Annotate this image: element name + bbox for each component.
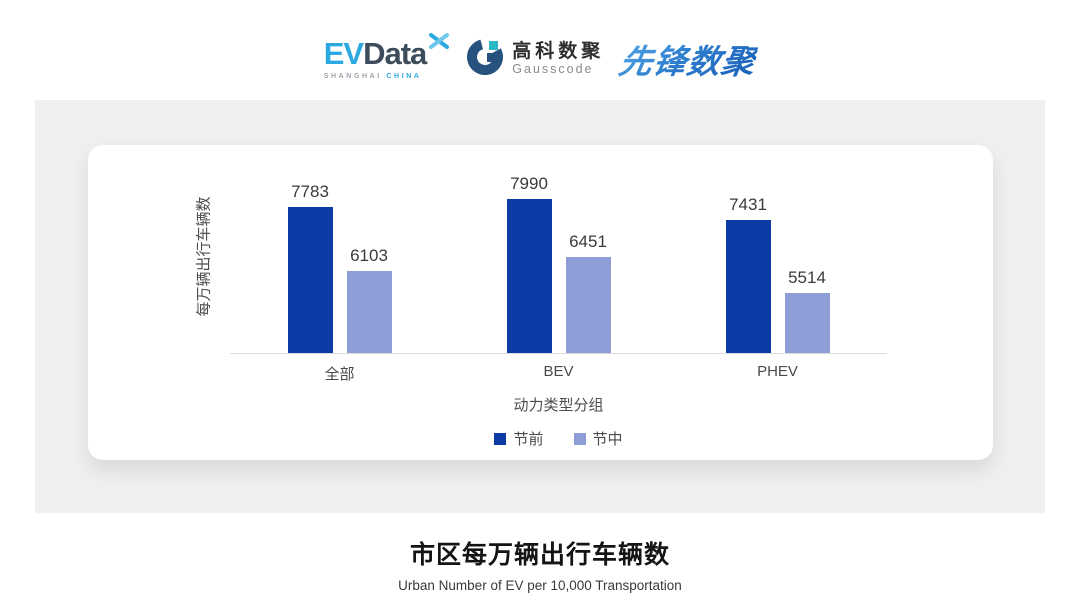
gausscode-g-icon: [466, 38, 504, 81]
bar-wrap: 5514: [784, 268, 830, 353]
evdata-wordmark: EV Data: [323, 33, 451, 71]
gausscode-name-en: Gausscode: [512, 62, 594, 77]
bar-wrap: 7783: [287, 182, 333, 353]
footer: 市区每万辆出行车辆数 Urban Number of EV per 10,000…: [0, 535, 1080, 593]
legend-item-节中: 节中: [573, 428, 623, 449]
evdata-logo: EV Data SHANGHAI CHINA: [323, 33, 451, 80]
pioneer-logo: 先锋数聚: [616, 35, 760, 83]
bar-PHEV-节中: [784, 293, 830, 353]
x-tick-BEV: BEV: [543, 363, 574, 380]
bar-group: 7431 5514: [668, 160, 887, 353]
bar-wrap: 6451: [565, 232, 611, 353]
bar-value-label: 6103: [350, 246, 388, 265]
legend-item-节前: 节前: [494, 428, 544, 449]
page-subtitle: Urban Number of EV per 10,000 Transporta…: [398, 578, 682, 593]
gausscode-logo: 高科数聚 Gausscode: [466, 38, 604, 81]
x-axis-label: 动力类型分组: [513, 397, 604, 414]
bar-value-label: 7990: [510, 174, 548, 193]
bar-PHEV-节前: [725, 220, 771, 353]
bar-wrap: 6103: [346, 246, 392, 353]
legend-label: 节中: [592, 431, 623, 448]
evdata-tagline-city: SHANGHAI: [323, 73, 382, 80]
header-logos: EV Data SHANGHAI CHINA 高科数聚 Gausscode: [0, 0, 1080, 96]
x-axis-line: [230, 353, 887, 354]
legend-swatch-icon: [573, 432, 586, 445]
evdata-brand-primary: EV: [323, 36, 364, 71]
bar-value-label: 7783: [291, 182, 329, 201]
bar-BEV-节前: [506, 199, 552, 353]
y-axis-label: 每万辆出行车辆数: [195, 196, 213, 317]
evdata-brand-secondary: Data: [363, 36, 427, 71]
legend-label: 节前: [513, 431, 544, 448]
bar-group: 7990 6451: [449, 160, 668, 353]
page-title: 市区每万辆出行车辆数: [409, 541, 670, 569]
legend: 节前 节中: [230, 428, 887, 449]
gausscode-wordmark: 高科数聚 Gausscode: [512, 40, 605, 77]
bar-wrap: 7990: [506, 174, 552, 353]
bar-group: 7783 6103: [230, 160, 449, 353]
bar-BEV-节中: [565, 257, 611, 353]
plot-area: 7783 6103 7990 6451 7431 5514 全部 BEV PHEV 动力类型分…: [230, 160, 887, 449]
bar-value-label: 5514: [788, 268, 826, 287]
x-tick-PHEV: PHEV: [757, 363, 798, 380]
x-tick-全部: 全部: [324, 366, 355, 383]
chart-card: 每万辆出行车辆数 7783 6103 7990 6451 7431 5514 全部 BEV P…: [88, 145, 993, 460]
legend-swatch-icon: [494, 432, 507, 445]
bar-wrap: 7431: [725, 195, 771, 353]
evdata-tagline: SHANGHAI CHINA: [324, 73, 451, 80]
bar-groups: 7783 6103 7990 6451 7431 5514: [230, 160, 887, 353]
chart-panel: 每万辆出行车辆数 7783 6103 7990 6451 7431 5514 全部 BEV P…: [35, 100, 1045, 513]
bar-value-label: 7431: [729, 195, 767, 214]
evdata-tagline-country: CHINA: [386, 73, 422, 80]
bar-全部-节前: [287, 207, 333, 353]
bar-全部-节中: [346, 271, 392, 353]
x-tick-labels: 全部 BEV PHEV: [230, 354, 887, 384]
gausscode-name-cn: 高科数聚: [512, 40, 605, 62]
bar-chart: 每万辆出行车辆数 7783 6103 7990 6451 7431 5514 全部 BEV P…: [176, 160, 993, 449]
bar-value-label: 6451: [569, 232, 607, 251]
evdata-x-icon: [428, 32, 450, 54]
